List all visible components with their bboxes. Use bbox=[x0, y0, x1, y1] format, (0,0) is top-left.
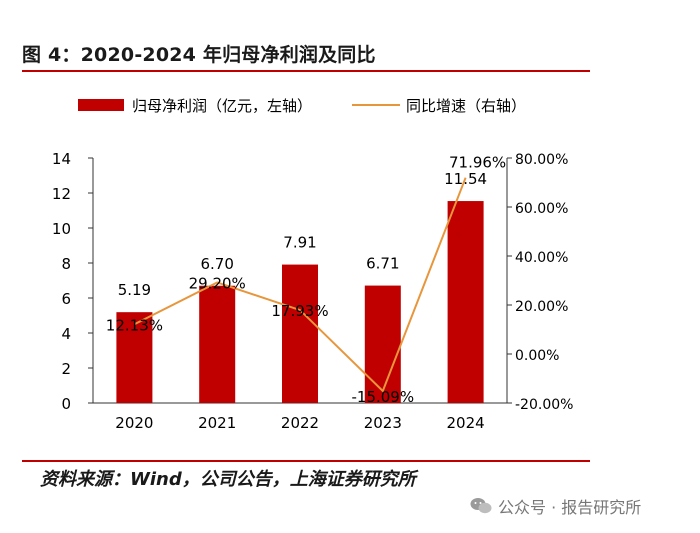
bar-2024 bbox=[447, 201, 484, 403]
bar-2020 bbox=[116, 312, 153, 403]
line-series bbox=[133, 177, 467, 393]
bar-value-label: 7.91 bbox=[283, 234, 316, 252]
source-note: 资料来源：Wind，公司公告，上海证券研究所 bbox=[40, 469, 416, 490]
bar-data-labels: 5.19 6.70 7.91 6.71 11.54 bbox=[118, 170, 487, 299]
left-tick-label: 2 bbox=[61, 360, 71, 378]
line-value-label: 71.96% bbox=[449, 154, 506, 172]
right-tick-label: 0.00% bbox=[515, 348, 559, 364]
x-tick-label: 2022 bbox=[281, 414, 319, 432]
right-tick-label: -20.00% bbox=[515, 397, 573, 413]
watermark-text: 公众号 · 报告研究所 bbox=[498, 498, 642, 517]
line-value-label: 29.20% bbox=[189, 274, 246, 292]
bar-series bbox=[116, 201, 484, 403]
wechat-icon bbox=[470, 498, 492, 514]
left-tick-label: 10 bbox=[52, 220, 71, 238]
chart-title: 图 4：2020-2024 年归母净利润及同比 bbox=[22, 44, 376, 66]
bar-value-label: 5.19 bbox=[118, 281, 151, 299]
x-tick-label: 2020 bbox=[115, 414, 153, 432]
left-tick-label: 0 bbox=[61, 395, 71, 413]
legend: 归母净利润（亿元，左轴） 同比增速（右轴） bbox=[78, 97, 526, 115]
bar-2021 bbox=[199, 285, 236, 403]
x-axis-labels: 2020 2021 2022 2023 2024 bbox=[115, 414, 484, 432]
line-value-label: -15.09% bbox=[351, 388, 414, 406]
x-tick-label: 2023 bbox=[364, 414, 402, 432]
legend-bar-label: 归母净利润（亿元，左轴） bbox=[132, 97, 312, 115]
source-divider bbox=[22, 460, 590, 462]
right-tick-label: 40.00% bbox=[515, 250, 568, 266]
title-divider bbox=[22, 70, 590, 72]
right-tick-label: 60.00% bbox=[515, 201, 568, 217]
left-tick-label: 8 bbox=[61, 255, 71, 273]
left-tick-label: 14 bbox=[52, 150, 71, 168]
left-tick-label: 6 bbox=[61, 290, 71, 308]
bar-value-label: 6.70 bbox=[200, 255, 233, 273]
line-data-labels: 12.13% 29.20% 17.93% -15.09% 71.96% bbox=[106, 154, 506, 406]
legend-bar-swatch bbox=[78, 99, 124, 111]
x-tick-label: 2024 bbox=[447, 414, 485, 432]
line-value-label: 17.93% bbox=[271, 302, 328, 320]
right-tick-label: 20.00% bbox=[515, 299, 568, 315]
right-axis-ticks: -20.00% 0.00% 20.00% 40.00% 60.00% 80.00% bbox=[507, 152, 573, 413]
watermark: 公众号 · 报告研究所 bbox=[470, 494, 641, 518]
line-value-label: 12.13% bbox=[106, 316, 163, 334]
left-axis-ticks: 0 2 4 6 8 10 12 14 bbox=[52, 150, 93, 413]
legend-line-label: 同比增速（右轴） bbox=[406, 97, 526, 115]
left-tick-label: 4 bbox=[61, 325, 71, 343]
bar-value-label: 11.54 bbox=[444, 170, 487, 188]
x-tick-label: 2021 bbox=[198, 414, 236, 432]
bar-value-label: 6.71 bbox=[366, 255, 399, 273]
left-tick-label: 12 bbox=[52, 185, 71, 203]
right-tick-label: 80.00% bbox=[515, 152, 568, 168]
bar-2023 bbox=[364, 285, 401, 403]
bar-2022 bbox=[282, 264, 318, 403]
